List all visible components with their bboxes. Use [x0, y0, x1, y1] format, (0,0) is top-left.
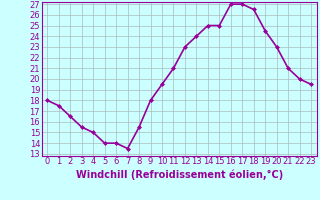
X-axis label: Windchill (Refroidissement éolien,°C): Windchill (Refroidissement éolien,°C): [76, 169, 283, 180]
